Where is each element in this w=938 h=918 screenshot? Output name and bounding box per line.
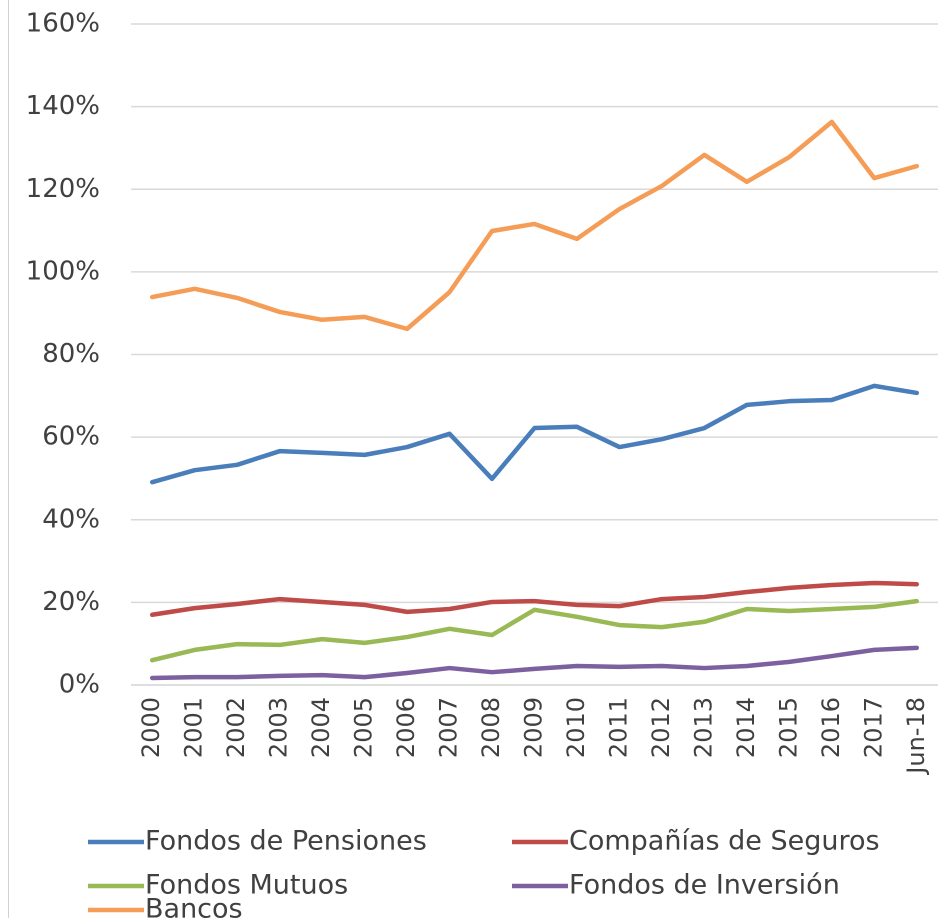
x-tick-label: 2010 [562,697,590,758]
y-tick-label: 160% [26,9,100,39]
series-line [149,580,920,618]
y-tick-label: 20% [42,587,100,617]
x-tick-label: 2002 [222,697,250,758]
legend-label: Fondos Mutuos [145,870,348,901]
x-tick-label: 2000 [137,697,165,758]
x-tick-label: 2005 [350,697,378,758]
legend-label: Compañías de Seguros [569,826,880,857]
x-tick-label: 2015 [774,697,802,758]
x-tick-label: 2016 [817,697,845,758]
legend-label: Fondos de Inversión [569,870,840,901]
legend-label: Bancos [145,894,243,918]
y-tick-label: 0% [59,670,100,700]
chart-frame [8,0,9,918]
series-line [149,119,920,332]
x-tick-label: 2006 [392,697,420,758]
y-tick-label: 140% [26,91,100,121]
x-tick-label: 2017 [859,697,887,758]
x-tick-label: 2012 [647,697,675,758]
y-tick-label: 80% [42,339,100,369]
series-line [149,645,920,681]
x-tick-label: 2013 [689,697,717,758]
x-tick-label: 2009 [520,697,548,758]
x-tick-label: 2001 [180,697,208,758]
x-tick-label: 2004 [307,697,335,758]
series-line [149,598,920,663]
x-tick-label: 2008 [477,697,505,758]
y-tick-label: 40% [42,504,100,534]
x-tick-label: 2003 [265,697,293,758]
y-tick-label: 120% [26,174,100,204]
x-tick-label: 2014 [732,697,760,758]
series-line [149,383,920,485]
x-tick-label: 2007 [435,697,463,758]
y-tick-label: 100% [26,256,100,286]
y-tick-label: 60% [42,422,100,452]
legend-label: Fondos de Pensiones [145,826,427,857]
x-tick-label: Jun-18 [902,697,930,776]
x-tick-label: 2011 [604,697,632,758]
